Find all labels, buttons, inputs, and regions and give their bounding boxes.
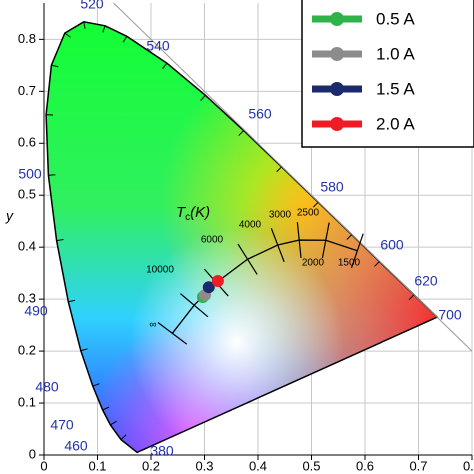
wavelength-label: 500 bbox=[18, 166, 42, 182]
cct-label: 2000 bbox=[302, 258, 325, 269]
locus-tick bbox=[408, 294, 415, 301]
isotherm bbox=[321, 222, 330, 259]
wavelength-label: 520 bbox=[80, 0, 104, 12]
x-tick-label: 0.1 bbox=[88, 458, 106, 473]
wavelength-label: 470 bbox=[50, 417, 74, 433]
locus-tick bbox=[162, 62, 168, 69]
overlay: 0 0.1 0.2 0.3 0.4 0.5 0.6 0.7 0.8 0 0.1 0.2 0.3 0.4 0.… bbox=[18, 0, 474, 473]
wavelength-label: 600 bbox=[380, 237, 404, 253]
locus-tick bbox=[110, 420, 117, 426]
y-tick-label: 0.4 bbox=[18, 239, 36, 254]
y-tick-label: 0 bbox=[29, 446, 36, 461]
legend-marker bbox=[330, 117, 344, 131]
legend-marker bbox=[330, 12, 344, 26]
legend-marker bbox=[330, 82, 344, 96]
y-tick-label: 0.8 bbox=[18, 31, 36, 46]
x-tick-label: 0.5 bbox=[302, 458, 320, 473]
cct-label: 6000 bbox=[201, 235, 224, 246]
y-tick-label: 0.1 bbox=[18, 394, 36, 409]
wavelength-label: 380 bbox=[150, 443, 174, 459]
cct-unit: (K) bbox=[190, 204, 210, 221]
locus-tick bbox=[92, 383, 100, 387]
locus-tick bbox=[312, 201, 319, 208]
x-tick-label: 0.6 bbox=[356, 458, 374, 473]
locus-tick bbox=[102, 25, 106, 33]
cct-subscript: c bbox=[185, 212, 190, 223]
y-tick-label: 0.2 bbox=[18, 343, 36, 358]
isotherm bbox=[157, 322, 188, 345]
locus-tick bbox=[83, 21, 86, 29]
wavelength-label: 620 bbox=[414, 273, 438, 289]
y-tick-label: 0.6 bbox=[18, 135, 36, 150]
legend-label: 1.5 A bbox=[376, 79, 415, 98]
planckian-locus bbox=[171, 239, 358, 334]
cct-label: 3000 bbox=[269, 210, 292, 221]
legend-label: 1.0 A bbox=[376, 44, 415, 63]
x-tick-label: 0 bbox=[40, 458, 47, 473]
cct-label: 2500 bbox=[297, 208, 320, 219]
y-tick-label: 0.3 bbox=[18, 291, 36, 306]
x-tick-label: 0.8 bbox=[463, 458, 474, 473]
isotherm bbox=[270, 228, 285, 263]
locus-tick bbox=[374, 261, 380, 267]
locus-tick bbox=[64, 32, 71, 38]
locus-tick bbox=[102, 406, 110, 411]
x-tick-label: 0.7 bbox=[409, 458, 427, 473]
cct-label: 4000 bbox=[239, 220, 262, 231]
isotherm bbox=[180, 293, 209, 318]
wavelength-label: 490 bbox=[24, 303, 48, 319]
locus-tick bbox=[68, 299, 76, 303]
locus-tick bbox=[346, 234, 353, 240]
locus-tick bbox=[48, 174, 56, 176]
data-point bbox=[202, 281, 215, 294]
x-tick-label: 0.3 bbox=[195, 458, 213, 473]
wavelength-label: 540 bbox=[146, 38, 170, 54]
cct-label: 1500 bbox=[338, 258, 361, 269]
x-tick-label: 0.2 bbox=[142, 458, 160, 473]
x-tick-label: 0.4 bbox=[249, 458, 267, 473]
isotherm bbox=[296, 222, 302, 259]
cct-title: Tc(K) bbox=[176, 204, 210, 223]
legend-label: 2.0 A bbox=[376, 114, 415, 133]
locus-tick bbox=[276, 166, 282, 173]
wavelength-label: 700 bbox=[438, 307, 462, 323]
wavelength-label: 580 bbox=[320, 179, 344, 195]
wavelength-label: 460 bbox=[64, 438, 88, 454]
locus-tick bbox=[56, 239, 64, 242]
wavelength-label: 560 bbox=[248, 106, 272, 122]
locus-tick bbox=[80, 348, 88, 352]
cct-label: ∞ bbox=[149, 320, 156, 331]
data-point bbox=[211, 274, 224, 287]
wavelength-label: 480 bbox=[35, 379, 59, 395]
y-tick-label: 0.5 bbox=[18, 187, 36, 202]
locus-tick bbox=[51, 64, 59, 68]
locus-tick bbox=[122, 36, 128, 43]
isotherm bbox=[350, 233, 364, 268]
locus-tick bbox=[238, 130, 244, 136]
y-axis-label: y bbox=[5, 208, 14, 224]
diagonal-line bbox=[113, 2, 473, 352]
y-tick-label: 0.7 bbox=[18, 83, 36, 98]
cct-symbol: T bbox=[176, 204, 187, 221]
locus-tick bbox=[120, 434, 127, 440]
locus-tick bbox=[200, 94, 206, 101]
cct-label: 10000 bbox=[146, 265, 174, 276]
legend-marker bbox=[330, 47, 344, 61]
isotherm bbox=[237, 243, 258, 275]
legend-label: 0.5 A bbox=[376, 9, 415, 28]
